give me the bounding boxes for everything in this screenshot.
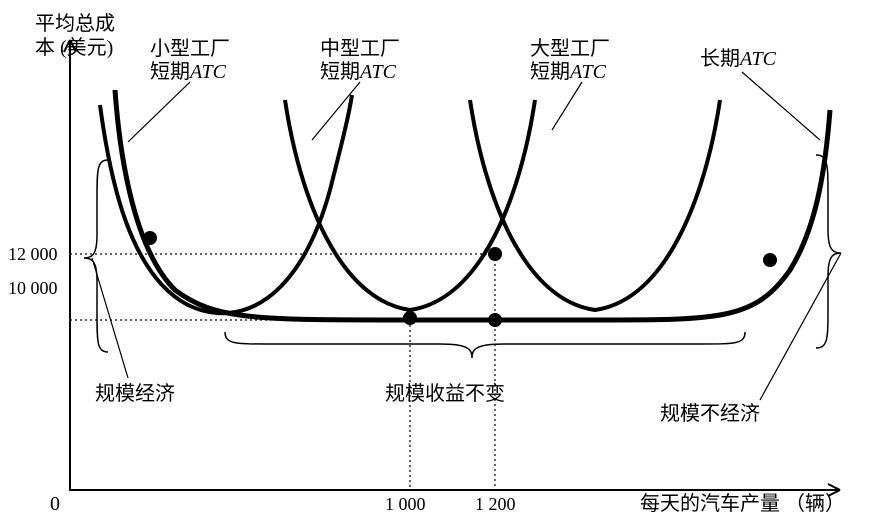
label-medium-line2: 短期ATC bbox=[320, 60, 397, 83]
small-sr-atc-curve bbox=[100, 95, 352, 313]
ytick-10000: 10 000 bbox=[8, 278, 58, 298]
point-1200-12000 bbox=[488, 247, 502, 261]
leader-lines bbox=[92, 72, 841, 400]
braces bbox=[84, 155, 841, 358]
point-small-lr bbox=[143, 231, 157, 245]
label-small-line1: 小型工厂 bbox=[150, 37, 230, 60]
label-medium-line1: 中型工厂 bbox=[320, 37, 400, 60]
label-large-line1: 大型工厂 bbox=[530, 37, 610, 60]
ytick-12000: 12 000 bbox=[8, 244, 58, 264]
leader-medium bbox=[312, 82, 360, 140]
y-axis-title-2: 本 (美元) bbox=[35, 36, 113, 59]
xtick-1200: 1 200 bbox=[475, 494, 516, 514]
curves bbox=[100, 90, 830, 320]
region-economies: 规模经济 bbox=[95, 382, 175, 405]
lratc-chart: 平均总成 本 (美元) 每天的汽车产量 （辆） 0 12 000 10 000 … bbox=[0, 0, 870, 528]
brace-economies bbox=[84, 160, 108, 352]
leader-lr bbox=[742, 72, 820, 140]
xtick-1000: 1 000 bbox=[385, 494, 426, 514]
point-medium-min bbox=[403, 311, 417, 325]
x-axis-title: 每天的汽车产量 （辆） bbox=[640, 492, 845, 515]
region-constant: 规模收益不变 bbox=[385, 382, 505, 405]
region-diseconomies: 规模不经济 bbox=[660, 402, 760, 425]
leader-small bbox=[128, 82, 190, 142]
label-large-line2: 短期ATC bbox=[530, 60, 607, 83]
point-large-lr bbox=[763, 253, 777, 267]
leader-diseconomies bbox=[760, 253, 841, 400]
leader-large bbox=[552, 82, 582, 130]
label-small-line2: 短期ATC bbox=[150, 60, 227, 83]
axes bbox=[64, 40, 840, 496]
reference-lines bbox=[70, 254, 495, 490]
origin-label: 0 bbox=[50, 493, 60, 515]
point-1200-10000 bbox=[488, 313, 502, 327]
label-lr: 长期ATC bbox=[700, 47, 777, 70]
y-axis-title-1: 平均总成 bbox=[35, 12, 115, 35]
brace-constant bbox=[225, 332, 745, 358]
